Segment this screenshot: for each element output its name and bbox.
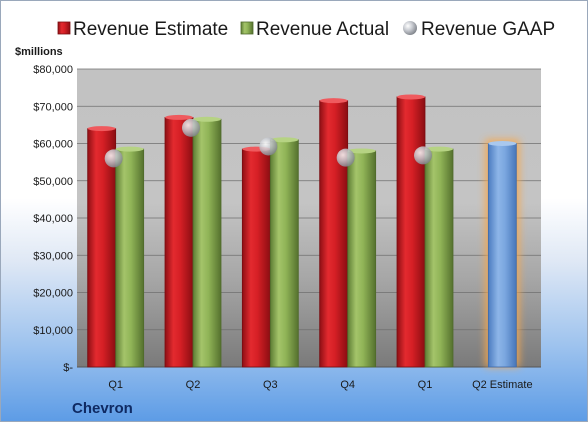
legend-swatch-revenue-actual [240,21,254,35]
point-revenue-gaap [182,118,200,137]
x-tick-label: Q1 [418,379,433,391]
bar-revenue-estimate [319,100,349,368]
bar-cap [425,146,453,152]
legend-label-revenue-gaap: Revenue GAAP [421,19,555,40]
bar-cap [347,148,376,154]
bar-cap [115,146,144,152]
bar-cap [87,126,116,132]
legend-item-revenue-estimate: Revenue Estimate [57,19,228,40]
bar-revenue-estimate [87,128,117,368]
y-axis-units: $millions [15,46,63,58]
plot-area: $- $10,000 $20,000 $30,000 $40,000 $50,000 $60… [33,64,541,391]
y-tick-label: $30,000 [33,250,73,262]
point-revenue-gaap [104,149,123,168]
legend-label-revenue-estimate: Revenue Estimate [73,19,228,40]
y-tick-label: $20,000 [33,288,73,300]
bar-cap [397,94,425,100]
legend-item-revenue-actual: Revenue Actual [240,19,389,40]
bar-revenue-actual [192,118,222,368]
point-revenue-gaap [259,137,278,156]
bar-cap [319,98,348,104]
bar-revenue-estimate [396,96,426,368]
bar-revenue-estimate [164,117,194,368]
y-tick-label: $70,000 [33,101,73,113]
bar-revenue-actual [347,150,377,368]
x-tick-label: Q1 [108,379,123,391]
legend-swatch-revenue-estimate [57,21,71,35]
y-tick-label: $- [63,362,73,374]
y-tick-label: $60,000 [33,139,73,151]
legend: Revenue Estimate Revenue Actual Revenue … [57,19,555,40]
company-name: Chevron [72,400,133,417]
bar-cap [270,137,299,143]
point-revenue-gaap [414,146,432,165]
y-tick-label: $40,000 [33,213,73,225]
x-tick-label: Q4 [340,379,355,391]
bar-revenue-estimate [241,148,271,368]
x-tick-label: Q2 Estimate [472,379,533,391]
legend-item-revenue-gaap: Revenue GAAP [403,19,555,40]
bar-revenue-actual [269,139,299,368]
bar-revenue-actual [115,148,145,368]
x-tick-label: Q3 [263,379,278,391]
legend-label-revenue-actual: Revenue Actual [256,19,389,40]
y-tick-label: $80,000 [33,64,73,76]
bar-cap [165,114,193,120]
x-tick-label: Q2 [186,379,201,391]
bar-revenue-forecast [487,143,517,368]
legend-swatch-revenue-gaap [403,21,417,35]
bar-cap [193,116,221,122]
bar-revenue-actual [424,148,454,368]
point-revenue-gaap [336,148,355,167]
bar-cap [488,141,517,146]
y-tick-label: $50,000 [33,176,73,188]
y-tick-label: $10,000 [33,325,73,337]
